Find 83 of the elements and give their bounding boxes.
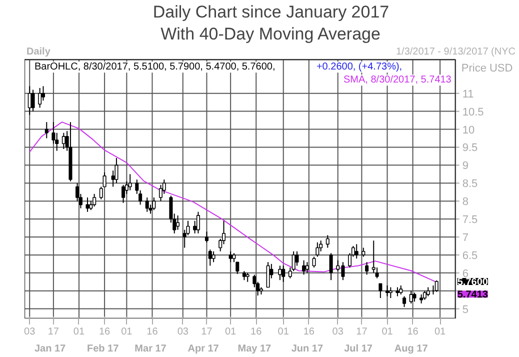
candlestick	[326, 234, 330, 248]
annotation: BarOHLC, 8/30/2017, 5.5100, 5.7900, 5.4700, 5.7600,	[34, 62, 276, 73]
annotation: SMA, 8/30/2017, 5.7413	[344, 74, 452, 86]
y-tick-label: 10.5	[462, 106, 484, 118]
x-tick-label: 01	[225, 326, 237, 338]
candlestick	[92, 193, 96, 207]
candlestick	[266, 262, 270, 288]
candlestick	[128, 174, 132, 191]
x-tick-label: 16	[250, 326, 262, 338]
x-tick-label: 01	[434, 326, 446, 338]
candlestick	[176, 214, 180, 230]
text: Daily	[26, 46, 51, 58]
y-tick-label: 9.5	[462, 142, 478, 154]
candlestick	[329, 252, 333, 281]
y-tick-label: 8.5	[462, 178, 478, 190]
candlestick	[295, 250, 299, 266]
text: Jun 17	[291, 344, 324, 354]
y-tick-label: 10	[462, 124, 475, 136]
y-tick-label: 7.5	[462, 214, 478, 226]
y-tick-label: 5	[462, 304, 468, 316]
candlestick	[305, 262, 309, 274]
candlestick	[402, 296, 406, 308]
candlestick	[282, 265, 286, 282]
line-series	[29, 122, 438, 283]
x-tick-label: 03	[177, 326, 189, 338]
x-tick-label: 03	[24, 326, 36, 338]
x-tick-label: 16	[98, 326, 111, 338]
x-tick-label: 03	[332, 326, 344, 338]
y-tick-label: 6.5	[462, 250, 478, 262]
candlestick	[152, 196, 156, 211]
candlestick	[278, 265, 282, 281]
y-tick-label: 11	[462, 88, 474, 100]
text: Feb 17	[87, 344, 120, 354]
chart-title: Daily Chart since January 2017	[152, 2, 390, 22]
candlestick	[41, 86, 45, 102]
candlestick	[302, 260, 306, 276]
y-axis-title: Price USD	[461, 62, 513, 75]
candlestick	[114, 157, 118, 184]
candlestick	[388, 286, 392, 299]
x-tick-label: 01	[73, 326, 85, 338]
candlestick	[204, 231, 208, 243]
x-tick-label: 01	[121, 326, 133, 338]
text: Jul 17	[344, 344, 373, 354]
candlestick	[354, 244, 358, 260]
text: Aug 17	[394, 344, 428, 354]
y-tick-label: 8	[462, 196, 468, 208]
candlestick	[62, 132, 66, 150]
candlestick	[409, 290, 413, 304]
x-tick-label: 17	[201, 326, 213, 338]
x-tick-label: 16	[407, 326, 419, 338]
text: Mar 17	[134, 344, 167, 354]
candlestick	[38, 87, 42, 108]
candlestick	[208, 249, 212, 266]
x-tick-label: 17	[356, 326, 368, 338]
candlestick	[28, 86, 32, 116]
text: 5.7600	[457, 277, 488, 288]
candlestick	[312, 256, 316, 268]
x-tick-label: 16	[303, 326, 315, 338]
candlestick	[316, 242, 320, 258]
text: 1/3/2017 - 9/13/2017 (NYC	[396, 46, 516, 58]
candlestick	[378, 283, 382, 299]
x-tick-label: 16	[146, 326, 158, 338]
candlestick	[44, 122, 48, 139]
x-tick-label: 17	[48, 326, 60, 338]
text: May 17	[238, 344, 272, 354]
candlestick	[196, 211, 200, 234]
y-tick-label: 7	[462, 232, 468, 244]
candlestick	[122, 184, 126, 204]
candlestick	[31, 89, 35, 112]
x-tick-label: 01	[382, 326, 394, 338]
candlestick	[145, 196, 149, 212]
text: Apr 17	[188, 344, 220, 354]
candlestick	[228, 250, 232, 263]
y-tick-label: 9	[462, 160, 468, 172]
annotation: +0.2600, (+4.73%),	[316, 62, 402, 73]
chart-subtitle: With 40-Day Moving Average	[160, 24, 380, 44]
candlestick	[434, 280, 438, 292]
text: Jan 17	[34, 344, 66, 354]
candlestick	[365, 262, 369, 276]
candlestick	[212, 250, 216, 263]
y-tick-label: 6	[462, 268, 468, 280]
x-tick-label: 01	[278, 326, 290, 338]
candlestick	[385, 284, 390, 297]
